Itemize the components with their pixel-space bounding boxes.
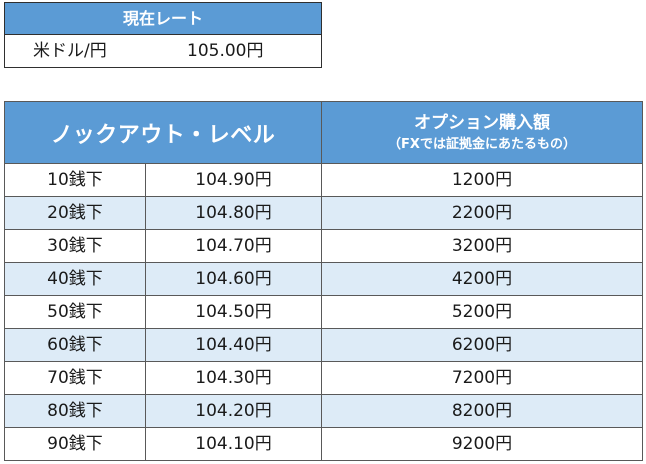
- current-rate-row: 米ドル/円 105.00円: [5, 35, 321, 67]
- table-row: 70銭下 104.30円 7200円: [4, 361, 643, 395]
- rate-cell: 104.40円: [145, 328, 322, 362]
- table-row: 10銭下 104.90円 1200円: [4, 163, 643, 197]
- level-cell: 40銭下: [4, 262, 146, 296]
- table-row: 80銭下 104.20円 8200円: [4, 394, 643, 428]
- rate-cell: 104.50円: [145, 295, 322, 329]
- level-cell: 70銭下: [4, 361, 146, 395]
- rate-cell: 104.80円: [145, 196, 322, 230]
- currency-pair-label: 米ドル/円: [33, 41, 107, 61]
- price-cell: 9200円: [321, 427, 643, 461]
- rate-cell: 104.30円: [145, 361, 322, 395]
- current-rate-value: 105.00円: [187, 41, 264, 61]
- table-row: 60銭下 104.40円 6200円: [4, 328, 643, 362]
- rate-cell: 104.90円: [145, 163, 322, 197]
- price-cell: 4200円: [321, 262, 643, 296]
- price-cell: 6200円: [321, 328, 643, 362]
- price-cell: 3200円: [321, 229, 643, 263]
- table-header-row: ノックアウト・レベル オプション購入額 （FXでは証拠金にあたるもの）: [4, 101, 643, 164]
- level-cell: 60銭下: [4, 328, 146, 362]
- table-row: 50銭下 104.50円 5200円: [4, 295, 643, 329]
- rate-cell: 104.10円: [145, 427, 322, 461]
- price-cell: 2200円: [321, 196, 643, 230]
- option-price-header-sub: （FXでは証拠金にあたるもの）: [388, 136, 576, 152]
- level-cell: 90銭下: [4, 427, 146, 461]
- price-cell: 5200円: [321, 295, 643, 329]
- level-cell: 80銭下: [4, 394, 146, 428]
- level-cell: 30銭下: [4, 229, 146, 263]
- table-row: 90銭下 104.10円 9200円: [4, 427, 643, 461]
- current-rate-box: 現在レート 米ドル/円 105.00円: [4, 2, 322, 68]
- table-row: 30銭下 104.70円 3200円: [4, 229, 643, 263]
- option-price-header: オプション購入額 （FXでは証拠金にあたるもの）: [321, 101, 643, 164]
- level-cell: 20銭下: [4, 196, 146, 230]
- rate-cell: 104.20円: [145, 394, 322, 428]
- rate-cell: 104.70円: [145, 229, 322, 263]
- level-cell: 50銭下: [4, 295, 146, 329]
- price-cell: 1200円: [321, 163, 643, 197]
- price-cell: 7200円: [321, 361, 643, 395]
- level-cell: 10銭下: [4, 163, 146, 197]
- price-cell: 8200円: [321, 394, 643, 428]
- current-rate-title: 現在レート: [5, 3, 321, 35]
- table-row: 20銭下 104.80円 2200円: [4, 196, 643, 230]
- knockout-level-header: ノックアウト・レベル: [4, 101, 322, 164]
- option-price-header-main: オプション購入額: [414, 112, 550, 133]
- table-row: 40銭下 104.60円 4200円: [4, 262, 643, 296]
- rate-cell: 104.60円: [145, 262, 322, 296]
- knockout-table: ノックアウト・レベル オプション購入額 （FXでは証拠金にあたるもの） 10銭下…: [4, 101, 643, 461]
